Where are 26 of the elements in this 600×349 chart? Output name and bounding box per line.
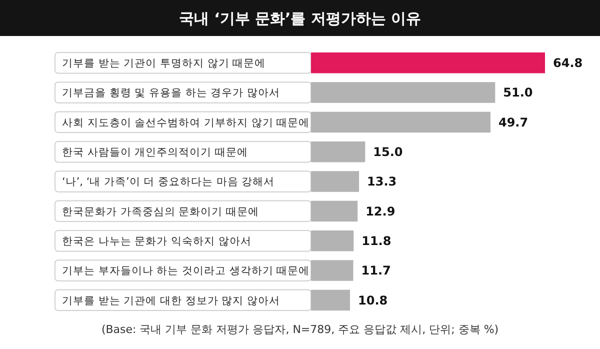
y-tick-label: 사회 지도층이 솔선수범하여 기부하지 않기 때문에 [62,116,310,129]
bar [311,171,360,192]
bar [311,200,358,222]
y-tick-label: 한국은 나누는 문화가 익숙하지 않아서 [62,236,252,248]
data-label: 51.0 [503,86,533,100]
data-label: 11.7 [361,264,391,278]
bar [311,230,354,252]
data-label: 13.3 [367,174,397,189]
data-label: 11.8 [362,234,392,248]
data-label: 12.9 [366,204,396,218]
y-tick-label: 기부는 부자들이나 하는 것이라고 생각하기 때문에 [62,265,310,278]
bar [311,141,366,162]
y-tick-label: 기부를 받는 기관에 대한 정보가 많지 않아서 [62,294,280,307]
chart-title: 국내 ‘기부 문화’를 저평가하는 이유 [178,9,422,28]
data-label: 49.7 [498,115,528,130]
data-label: 10.8 [358,293,388,308]
y-tick-label: 기부를 받는 기관이 투명하지 않기 때문에 [62,58,266,70]
data-label: 64.8 [553,56,583,70]
y-tick-label: 기부금을 횡령 및 유용을 하는 경우가 많아서 [62,87,280,100]
data-label: 15.0 [373,145,403,160]
y-tick-label: 한국문화가 가족중심의 문화이기 때문에 [62,206,260,218]
bar [311,260,354,281]
y-tick-label: 한국 사람들이 개인주의적이기 때문에 [62,146,248,159]
y-tick-label: ‘나’, ‘내 가족’이 더 중요하다는 마음 강해서 [62,176,275,188]
text: (Base: 국내 기부 문화 저평가 응답자, N=789, 주요 응답값 제시, 단위; 중복 %) [101,323,499,336]
bar [311,290,350,311]
